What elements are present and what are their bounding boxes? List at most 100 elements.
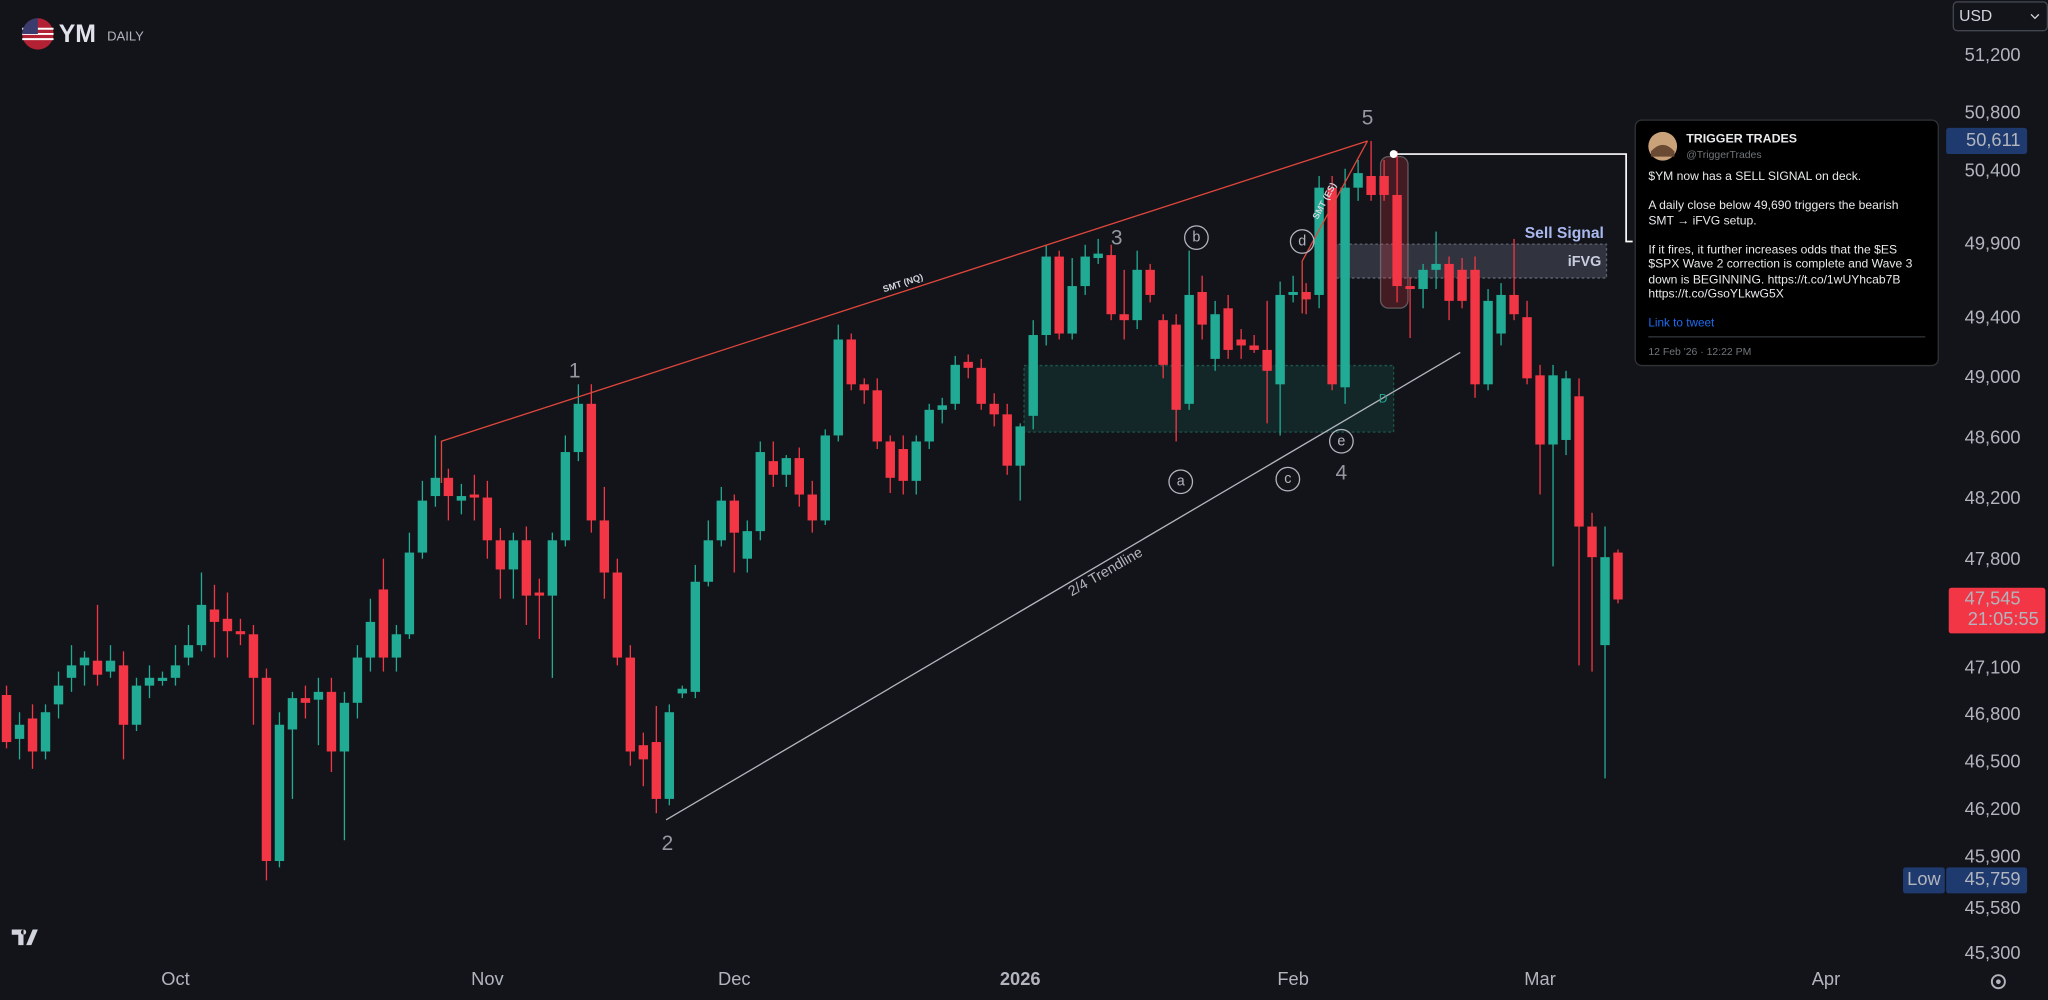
candle-body xyxy=(1171,324,1181,410)
candle-body xyxy=(794,458,804,495)
candle-body xyxy=(1327,187,1337,385)
connector-dot xyxy=(1389,150,1398,158)
candle-body xyxy=(1093,253,1103,259)
candle-body xyxy=(196,604,207,646)
connector xyxy=(1393,153,1633,243)
candle-body xyxy=(235,631,246,635)
candle-body xyxy=(261,677,272,862)
price-marker xyxy=(1948,587,2046,634)
candle-body xyxy=(703,540,714,582)
candle-body xyxy=(820,435,830,521)
candle-body xyxy=(1379,176,1389,195)
candle-body xyxy=(1158,320,1168,365)
candle-body xyxy=(1288,291,1298,295)
candle-body xyxy=(365,621,376,658)
subwave-circle xyxy=(1168,469,1194,495)
candle-body xyxy=(469,494,480,498)
candle-body xyxy=(209,609,220,622)
symbol: YM xyxy=(59,21,96,48)
candle-body xyxy=(430,477,441,497)
candle-body xyxy=(638,745,649,760)
price-marker xyxy=(1946,127,2028,155)
tweet-background xyxy=(1634,119,1939,367)
candle-body xyxy=(1301,291,1311,300)
wave-label: 5 xyxy=(1362,106,1374,129)
candle-body xyxy=(768,461,778,475)
candle-body xyxy=(989,403,999,415)
candle-body xyxy=(118,665,129,725)
header: YM DAILY USD xyxy=(11,1,2048,990)
zone-label: D xyxy=(1379,393,1388,406)
candle-body xyxy=(1002,414,1012,466)
candle-body xyxy=(14,724,25,739)
candle-body xyxy=(911,441,921,481)
candle-body xyxy=(92,660,103,675)
candle-body xyxy=(1587,526,1597,558)
candle-body xyxy=(391,634,402,658)
candle-body xyxy=(53,685,64,705)
trendline xyxy=(665,351,1461,821)
candle-body xyxy=(144,677,155,686)
tweet-text: https://t.co/GsoYLkwG5X xyxy=(1648,287,1783,301)
x-tick-label: Apr xyxy=(1812,968,1840,989)
tweet-link[interactable]: Link to tweet xyxy=(1648,316,1715,329)
candle-body xyxy=(1106,255,1116,315)
y-tick-label: 46,800 xyxy=(1965,703,2021,724)
candle-body xyxy=(1574,396,1584,527)
candle-body xyxy=(326,691,337,752)
candle-body xyxy=(456,496,467,501)
subwave-circle xyxy=(1275,466,1301,492)
interval: DAILY xyxy=(107,28,144,43)
candle-body xyxy=(625,657,636,752)
y-tick-label: 49,000 xyxy=(1965,366,2021,387)
tweet-text: down is BEGINNING. https://t.co/1wUYhcab… xyxy=(1648,272,1900,286)
subwave-circle xyxy=(1184,225,1209,251)
subwave-label: c xyxy=(1284,471,1291,487)
candles xyxy=(1,140,1623,881)
candle-body xyxy=(443,477,454,497)
candle-body xyxy=(1275,294,1285,385)
candle-body xyxy=(1353,173,1363,188)
candle-body xyxy=(417,500,428,553)
candle-body xyxy=(1041,256,1051,336)
candle-body xyxy=(1366,176,1376,195)
candle-body xyxy=(1392,194,1402,287)
wave-label: 3 xyxy=(1111,226,1123,249)
candle-body xyxy=(1262,349,1272,371)
candle-body xyxy=(924,409,934,442)
candle-body xyxy=(300,698,311,703)
settings-button-center[interactable] xyxy=(1996,979,2001,985)
candle-body xyxy=(521,540,532,596)
y-tick-label: 50,800 xyxy=(1965,101,2021,122)
candle-body xyxy=(1561,378,1571,440)
price-marker-label: 45,759 xyxy=(1965,868,2021,889)
avatar-figure xyxy=(1650,144,1675,157)
candle-body xyxy=(859,384,869,391)
price-marker-tag-label: Low xyxy=(1907,868,1941,889)
candle-body xyxy=(1600,557,1610,646)
candle-body xyxy=(547,540,558,596)
ifvg-label: iFVG xyxy=(1568,254,1602,270)
settings-button[interactable] xyxy=(1990,974,2006,990)
x-tick-label: Feb xyxy=(1277,968,1308,989)
candle-body xyxy=(937,405,947,410)
tweet-text: SMT → iFVG setup. xyxy=(1648,214,1756,228)
candle-body xyxy=(1067,286,1077,334)
subwave-circle xyxy=(1289,229,1315,254)
tweet-author: TRIGGER TRADES xyxy=(1686,131,1797,145)
candle-body xyxy=(781,458,791,475)
y-tick-label: 49,400 xyxy=(1965,307,2021,328)
candle-body xyxy=(274,724,285,862)
tweet-text: $SPX Wave 2 correction is complete and W… xyxy=(1648,257,1912,271)
currency-dropdown[interactable] xyxy=(1952,1,2048,32)
candle-body xyxy=(1340,187,1350,388)
candle-body xyxy=(508,540,519,570)
wave-label: 2 xyxy=(662,832,674,855)
dropdown-chevron[interactable] xyxy=(2030,13,2040,20)
price-marker-label: 47,545 xyxy=(1965,587,2021,608)
candle-body xyxy=(378,589,389,658)
candle-body xyxy=(40,712,51,752)
currency-label[interactable]: USD xyxy=(1959,8,1992,25)
candle-body xyxy=(1314,187,1324,295)
candle-body xyxy=(872,390,882,442)
